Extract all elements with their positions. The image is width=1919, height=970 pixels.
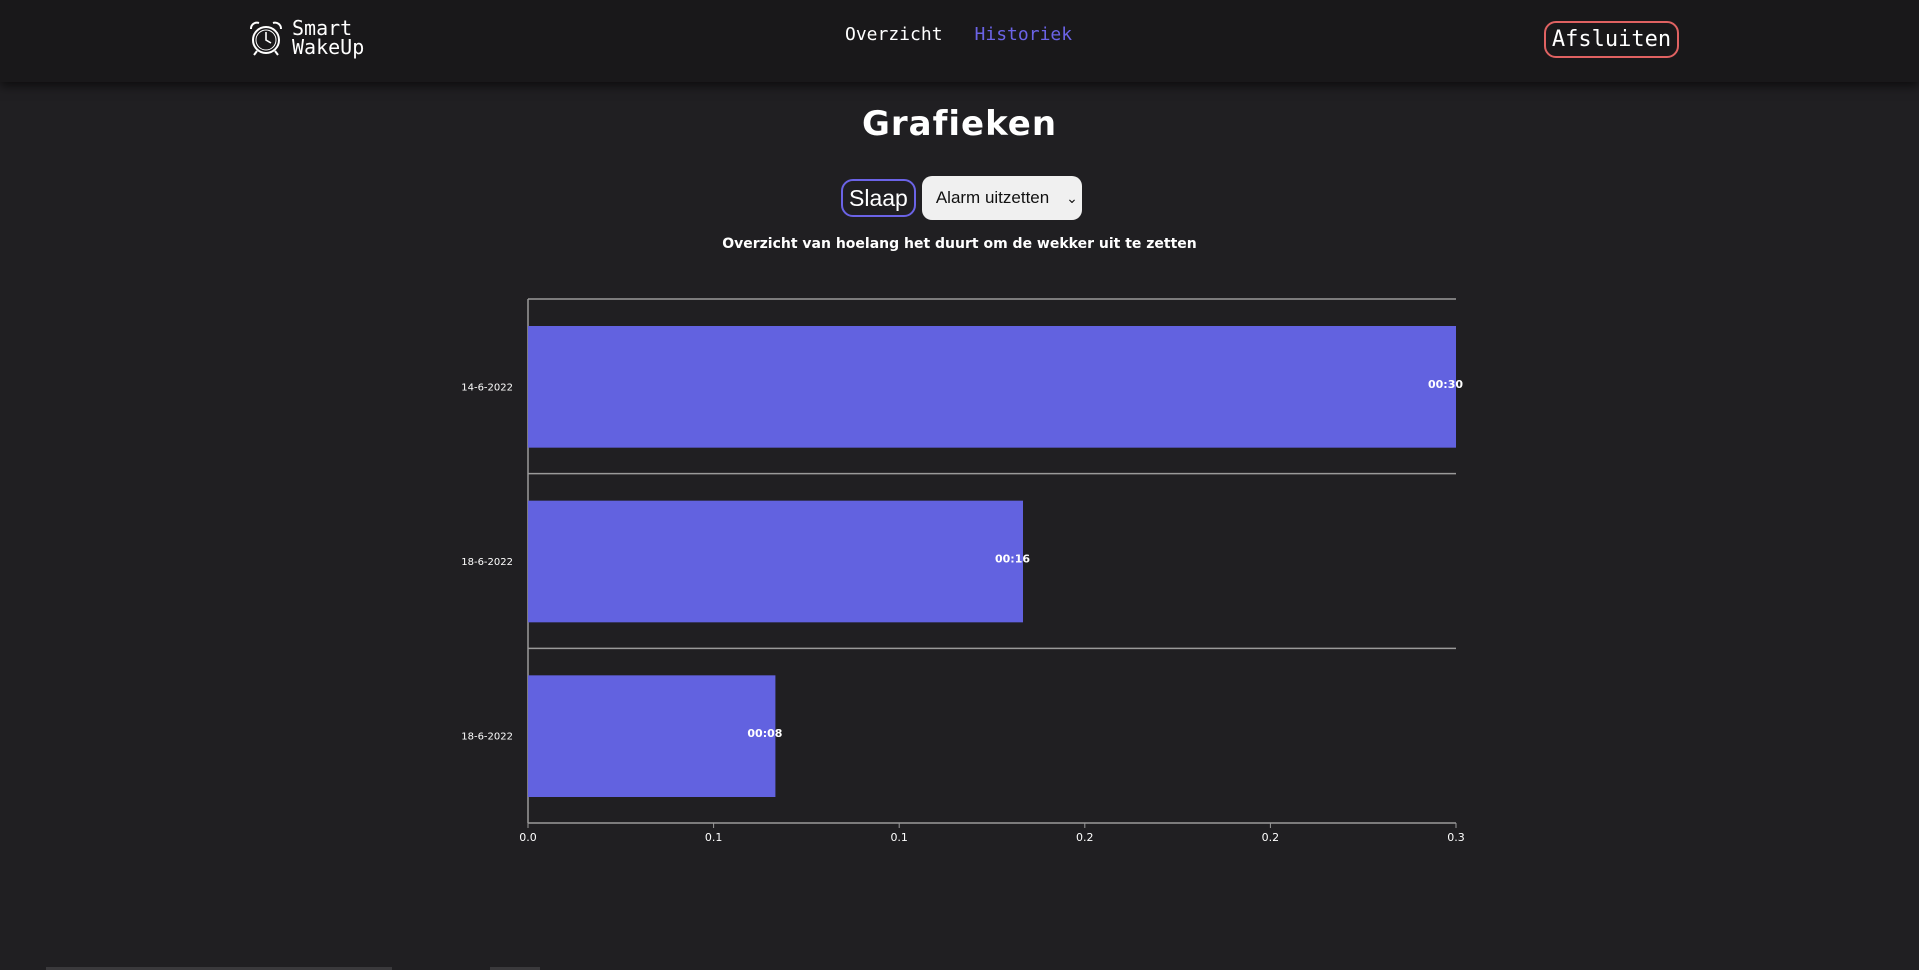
logo-text: Smart WakeUp <box>292 16 365 59</box>
x-tick-label: 0.2 <box>1076 831 1094 844</box>
bar-value-label: 00:08 <box>747 727 782 740</box>
nav-link-history[interactable]: Historiek <box>974 24 1073 45</box>
chart-type-select[interactable]: Alarm uitzetten ⌄ <box>921 176 1082 220</box>
logo-line-1: Smart <box>292 16 353 40</box>
chevron-down-icon: ⌄ <box>1066 189 1078 206</box>
x-tick-label: 0.1 <box>705 831 723 844</box>
bar <box>528 675 776 797</box>
alarm-clock-icon <box>250 21 282 56</box>
bar-value-label: 00:30 <box>1428 378 1463 391</box>
bar <box>528 326 1456 448</box>
x-tick-label: 0.1 <box>890 831 908 844</box>
logo[interactable]: Smart WakeUp <box>246 18 364 58</box>
bar <box>528 500 1023 623</box>
x-tick-label: 0.0 <box>519 831 537 844</box>
horizontal-scrollbar[interactable] <box>46 967 392 970</box>
chart-type-select-value: Alarm uitzetten <box>935 188 1050 207</box>
chart-title: Overzicht van hoelang het duurt om de we… <box>722 236 1197 252</box>
y-tick-label: 18-6-2022 <box>461 732 513 743</box>
page-title: Grafieken <box>861 104 1058 144</box>
scrollbar-segment[interactable] <box>490 967 540 970</box>
main-nav: Overzicht Historiek <box>845 24 1072 45</box>
bar-value-label: 00:16 <box>995 553 1030 566</box>
logo-line-2: WakeUp <box>292 35 365 59</box>
chart-controls: Slaap Alarm uitzetten ⌄ <box>841 176 1082 220</box>
y-tick-label: 18-6-2022 <box>461 557 513 568</box>
nav-link-overview[interactable]: Overzicht <box>845 24 943 45</box>
sleep-button[interactable]: Slaap <box>841 179 916 217</box>
x-tick-label: 0.2 <box>1262 831 1280 844</box>
logout-button[interactable]: Afsluiten <box>1544 21 1679 58</box>
top-navigation-bar: Smart WakeUp Overzicht Historiek Afsluit… <box>0 0 1919 82</box>
x-tick-label: 0.3 <box>1447 831 1465 844</box>
y-tick-label: 14-6-2022 <box>461 382 513 393</box>
